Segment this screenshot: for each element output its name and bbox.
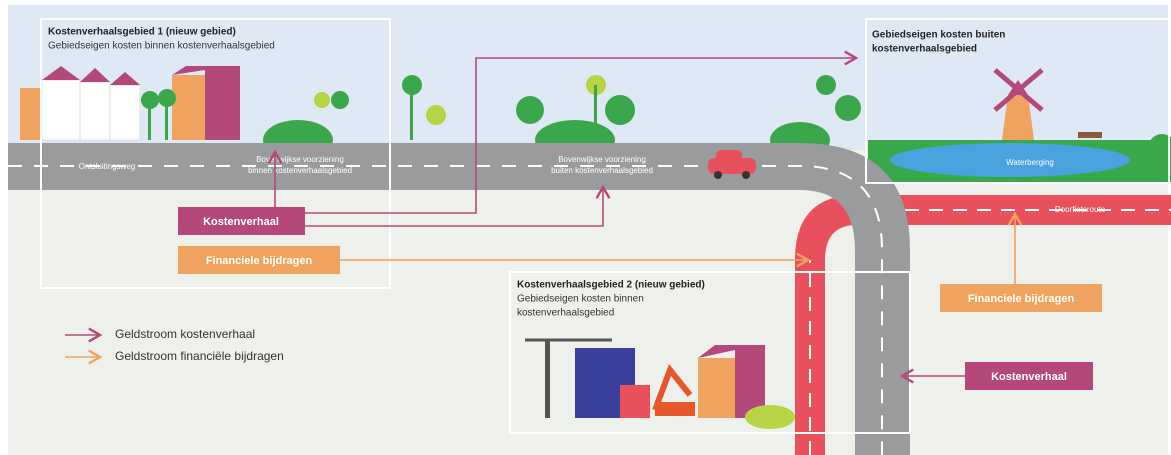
box-label: Financiele bijdragen: [968, 293, 1075, 305]
legend-label: Geldstroom kostenverhaal: [115, 327, 255, 341]
buildings: [20, 66, 240, 140]
scheme: Kostenverhaalsgebied 1 (nieuw gebied) Ge…: [0, 0, 1171, 455]
box-label: Financiele bijdragen: [206, 255, 313, 267]
area-subtitle: Gebiedseigen kosten binnen kostenverhaal…: [48, 41, 275, 52]
legend-label: Geldstroom financiële bijdragen: [115, 349, 284, 363]
box-label: Kostenverhaal: [203, 216, 279, 228]
area-subtitle: Gebiedseigen kosten binnen: [517, 294, 644, 305]
water-label: Waterberging: [1006, 158, 1054, 167]
area-title: Kostenverhaalsgebied 2 (nieuw gebied): [517, 280, 705, 291]
road-label: Ontsluitingsweg: [79, 162, 135, 171]
area-subtitle: kostenverhaalsgebied: [517, 308, 614, 319]
road-label: buiten kostenverhaalsgebied: [551, 166, 653, 175]
road-label: Bovenwijkse voorziening: [558, 155, 646, 164]
box-label: Kostenverhaal: [991, 371, 1067, 383]
area-title: Gebiedseigen kosten buiten: [872, 30, 1005, 41]
area-title: kostenverhaalsgebied: [872, 44, 977, 55]
road-label: Bovenwijkse voorziening: [256, 155, 344, 164]
area-title: Kostenverhaalsgebied 1 (nieuw gebied): [48, 27, 236, 38]
bike-label: Doorfietsroute: [1055, 205, 1106, 214]
road-label: binnen kostenverhaalsgebied: [248, 166, 352, 175]
